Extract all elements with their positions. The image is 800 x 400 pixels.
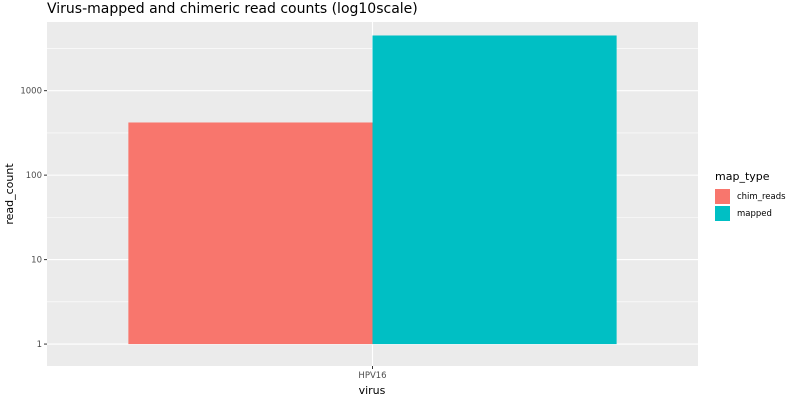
y-axis-ticks: 1 10 100 1000: [20, 87, 47, 350]
legend-title: map_type: [715, 170, 770, 183]
y-axis-title: read_count: [3, 163, 16, 225]
legend-swatch-chim-reads: [715, 189, 730, 204]
legend-label-mapped: mapped: [737, 208, 772, 219]
chart-title: Virus-mapped and chimeric read counts (l…: [47, 1, 418, 17]
legend-swatch-mapped: [715, 206, 730, 221]
y-tick-label-2: 100: [26, 171, 42, 181]
y-tick-label-3: 1000: [20, 87, 42, 97]
bars: [128, 35, 617, 345]
x-tick-label-0: HPV16: [358, 371, 386, 381]
x-axis-title: virus: [359, 384, 386, 397]
bar-mapped-hpv16: [372, 35, 617, 345]
legend: map_type chim_reads mapped: [715, 170, 786, 222]
bar-chim-reads-hpv16: [128, 122, 373, 345]
y-tick-label-0: 1: [37, 340, 42, 350]
legend-item-chim-reads: chim_reads: [715, 188, 786, 205]
x-axis-ticks: HPV16: [358, 366, 387, 381]
legend-label-chim-reads: chim_reads: [737, 191, 786, 202]
legend-item-mapped: mapped: [715, 205, 786, 222]
y-tick-label-1: 10: [31, 256, 42, 266]
